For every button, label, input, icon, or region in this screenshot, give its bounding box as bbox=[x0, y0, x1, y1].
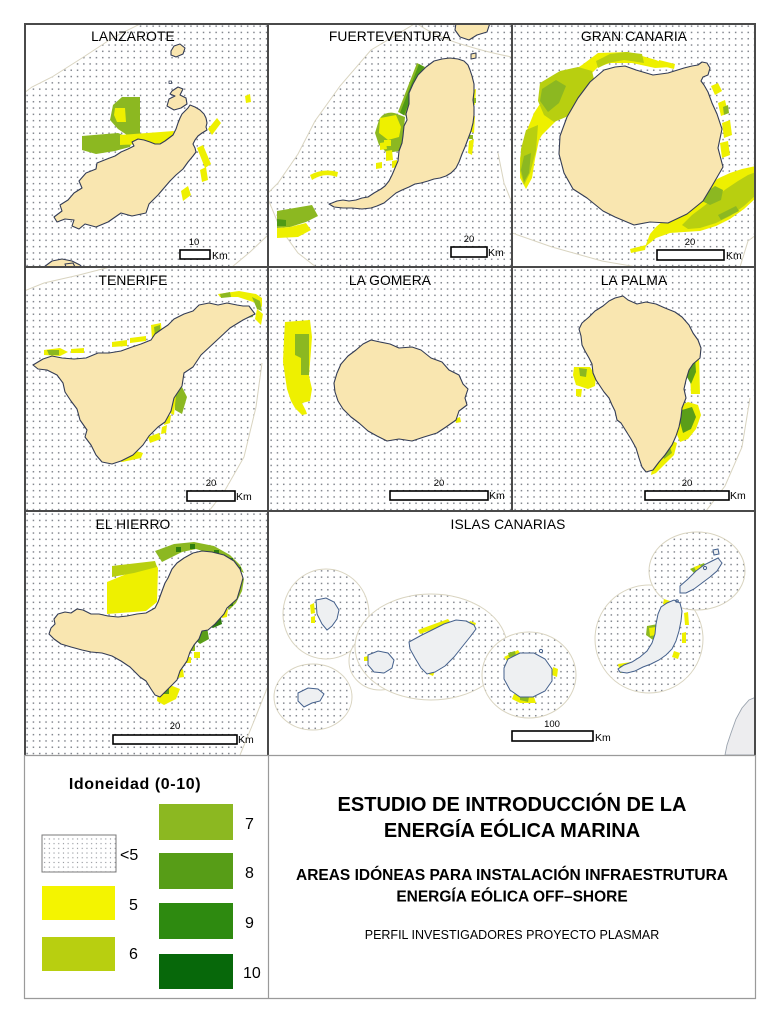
svg-text:20: 20 bbox=[170, 721, 181, 732]
svg-text:8: 8 bbox=[245, 865, 254, 882]
svg-text:Km: Km bbox=[236, 491, 252, 503]
svg-text:Km: Km bbox=[489, 490, 505, 502]
svg-text:LA GOMERA: LA GOMERA bbox=[349, 273, 432, 288]
svg-text:20: 20 bbox=[685, 237, 696, 248]
svg-text:ENERGÍA EÓLICA MARINA: ENERGÍA EÓLICA MARINA bbox=[384, 818, 640, 842]
svg-text:Km: Km bbox=[488, 247, 504, 259]
svg-text:Km: Km bbox=[595, 732, 611, 744]
svg-text:Km: Km bbox=[238, 734, 254, 746]
svg-text:Km: Km bbox=[726, 250, 742, 262]
svg-text:ENERGÍA EÓLICA OFF–SHORE: ENERGÍA EÓLICA OFF–SHORE bbox=[396, 888, 627, 906]
svg-text:EL HIERRO: EL HIERRO bbox=[96, 517, 171, 532]
svg-text:AREAS IDÓNEAS PARA INSTALACIÓN: AREAS IDÓNEAS PARA INSTALACIÓN INFRAESTR… bbox=[296, 866, 728, 884]
svg-text:Idoneidad (0-10): Idoneidad (0-10) bbox=[69, 776, 201, 793]
svg-text:ISLAS CANARIAS: ISLAS CANARIAS bbox=[451, 517, 566, 532]
svg-text:TENERIFE: TENERIFE bbox=[98, 273, 167, 288]
svg-text:PERFIL INVESTIGADORES PROYECTO: PERFIL INVESTIGADORES PROYECTO PLASMAR bbox=[365, 928, 660, 942]
svg-text:LANZAROTE: LANZAROTE bbox=[91, 29, 175, 44]
svg-text:10: 10 bbox=[189, 237, 200, 248]
svg-text:FUERTEVENTURA: FUERTEVENTURA bbox=[329, 29, 452, 44]
svg-text:5: 5 bbox=[129, 897, 138, 914]
svg-text:20: 20 bbox=[464, 234, 475, 245]
svg-text:100: 100 bbox=[544, 719, 560, 730]
svg-text:20: 20 bbox=[206, 478, 217, 489]
svg-text:6: 6 bbox=[129, 946, 138, 963]
svg-text:Km: Km bbox=[212, 250, 228, 262]
svg-text:GRAN CANARIA: GRAN CANARIA bbox=[581, 29, 688, 44]
svg-text:LA PALMA: LA PALMA bbox=[601, 273, 668, 288]
svg-text:<5: <5 bbox=[120, 847, 138, 864]
svg-text:20: 20 bbox=[682, 478, 693, 489]
svg-text:ESTUDIO DE INTRODUCCIÓN DE LA: ESTUDIO DE INTRODUCCIÓN DE LA bbox=[338, 792, 687, 816]
svg-text:10: 10 bbox=[243, 965, 261, 982]
svg-text:9: 9 bbox=[245, 915, 254, 932]
svg-text:7: 7 bbox=[245, 816, 254, 833]
svg-text:20: 20 bbox=[434, 478, 445, 489]
svg-text:Km: Km bbox=[730, 490, 746, 502]
